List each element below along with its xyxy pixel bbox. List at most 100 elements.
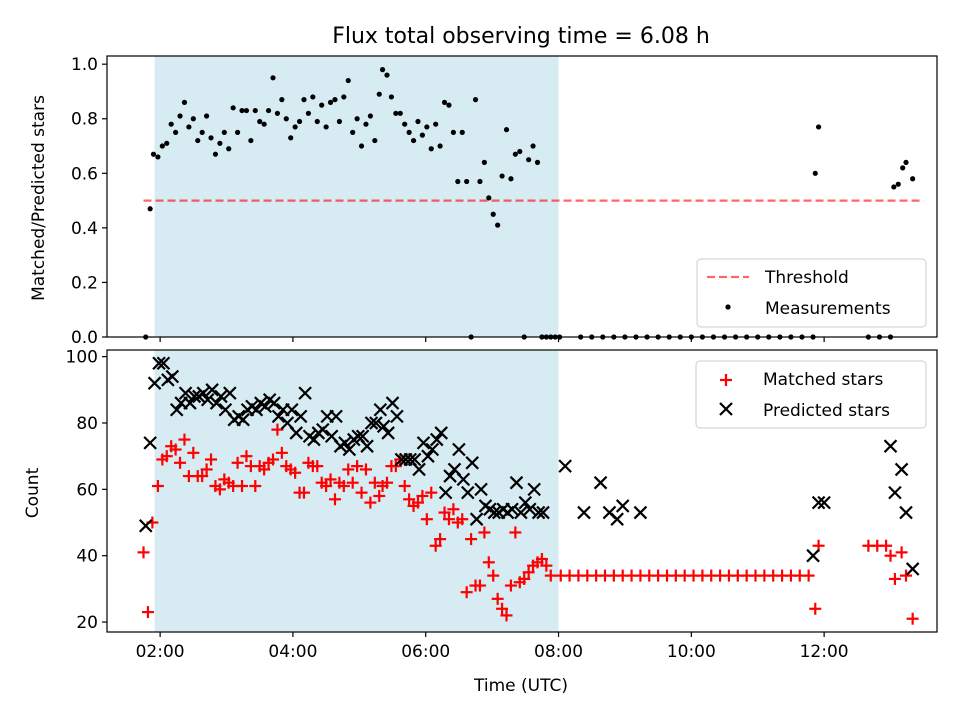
data-point bbox=[415, 118, 421, 125]
marker-stroke bbox=[465, 456, 479, 470]
predicted-point bbox=[509, 475, 524, 490]
matched-point bbox=[447, 503, 460, 516]
data-point bbox=[812, 170, 818, 176]
x-tick-label: 06:00 bbox=[401, 642, 450, 662]
y-tick-label: 80 bbox=[76, 414, 98, 434]
marker-stroke bbox=[899, 505, 913, 520]
matched-point bbox=[275, 446, 288, 459]
predicted-point bbox=[147, 376, 162, 390]
data-point bbox=[900, 165, 906, 171]
data-point bbox=[459, 129, 465, 135]
marker-stroke bbox=[143, 436, 157, 450]
matched-point bbox=[328, 493, 341, 506]
matched-point bbox=[289, 466, 302, 479]
predicted-point bbox=[156, 356, 171, 371]
data-point bbox=[186, 124, 192, 130]
marker-stroke bbox=[522, 502, 537, 517]
data-point bbox=[441, 99, 448, 105]
data-point bbox=[341, 94, 347, 100]
predicted-point bbox=[178, 386, 193, 400]
data-point bbox=[292, 124, 298, 130]
matched-point bbox=[429, 539, 442, 552]
predicted-point bbox=[373, 402, 388, 417]
marker-stroke bbox=[316, 422, 330, 437]
predicted-point bbox=[452, 442, 466, 457]
data-point bbox=[332, 97, 338, 103]
data-point bbox=[234, 129, 241, 135]
predicted-point bbox=[593, 475, 608, 490]
data-point bbox=[433, 121, 439, 127]
data-point bbox=[177, 113, 183, 119]
data-point bbox=[446, 102, 452, 108]
predicted-point bbox=[200, 392, 215, 407]
marker-stroke bbox=[187, 389, 202, 404]
predicted-point bbox=[236, 412, 250, 427]
data-point bbox=[274, 110, 281, 116]
matched-point bbox=[442, 513, 455, 526]
data-point bbox=[512, 151, 518, 157]
matched-point bbox=[809, 602, 822, 615]
matched-point bbox=[187, 446, 200, 459]
data-point bbox=[345, 77, 351, 84]
data-point bbox=[372, 137, 378, 144]
matched-point bbox=[425, 486, 438, 499]
matched-point bbox=[324, 473, 337, 486]
marker-stroke bbox=[156, 356, 171, 371]
data-point bbox=[190, 116, 196, 122]
matched-point bbox=[368, 476, 381, 489]
matched-point bbox=[465, 533, 478, 546]
predicted-point bbox=[293, 409, 308, 424]
marker-stroke bbox=[403, 452, 418, 467]
data-point bbox=[150, 151, 157, 157]
predicted-point bbox=[316, 422, 330, 437]
x-tick-label: 04:00 bbox=[268, 642, 317, 662]
matched-point bbox=[342, 463, 355, 476]
data-point bbox=[181, 99, 188, 105]
marker-stroke bbox=[443, 469, 457, 483]
predicted-point bbox=[487, 505, 502, 520]
predicted-point bbox=[894, 462, 909, 477]
predicted-point bbox=[610, 512, 624, 526]
data-point bbox=[477, 178, 483, 185]
data-point bbox=[350, 129, 356, 135]
data-point bbox=[305, 110, 312, 116]
marker-stroke bbox=[531, 505, 546, 520]
marker-stroke bbox=[456, 472, 471, 487]
matched-point bbox=[389, 460, 402, 473]
matched-point bbox=[196, 470, 209, 483]
y-tick-label: 1.0 bbox=[71, 55, 98, 75]
matched-point bbox=[205, 453, 218, 466]
predicted-point bbox=[165, 369, 180, 384]
data-point bbox=[323, 124, 329, 130]
predicted-point bbox=[522, 502, 537, 517]
matched-point bbox=[522, 566, 535, 579]
predicted-point bbox=[364, 416, 379, 430]
matched-point bbox=[884, 549, 897, 562]
data-point bbox=[486, 195, 492, 201]
predicted-point bbox=[817, 495, 831, 510]
predicted-point bbox=[385, 396, 400, 410]
bottom-panel: 20 40 60 80 100 02:00 04:00 06:00 08:00 10:00 12:0… bbox=[66, 348, 938, 662]
y-tick-label: 40 bbox=[76, 547, 98, 567]
marker-stroke bbox=[376, 419, 391, 434]
data-point bbox=[384, 72, 390, 78]
predicted-point bbox=[271, 409, 286, 424]
predicted-point bbox=[289, 426, 304, 440]
matched-point bbox=[249, 480, 262, 493]
marker-stroke bbox=[183, 396, 197, 410]
data-point bbox=[159, 143, 165, 149]
data-point bbox=[288, 135, 294, 141]
data-point bbox=[195, 137, 201, 144]
marker-stroke bbox=[416, 436, 431, 450]
matched-point bbox=[160, 450, 173, 463]
matched-point bbox=[802, 569, 815, 582]
matched-point bbox=[311, 460, 324, 473]
data-point bbox=[534, 159, 541, 165]
data-point bbox=[147, 206, 153, 212]
x-tick-label: 10:00 bbox=[667, 642, 716, 662]
data-point bbox=[261, 121, 267, 127]
marker-stroke bbox=[249, 402, 264, 417]
data-point bbox=[239, 107, 245, 114]
data-point bbox=[393, 110, 399, 116]
